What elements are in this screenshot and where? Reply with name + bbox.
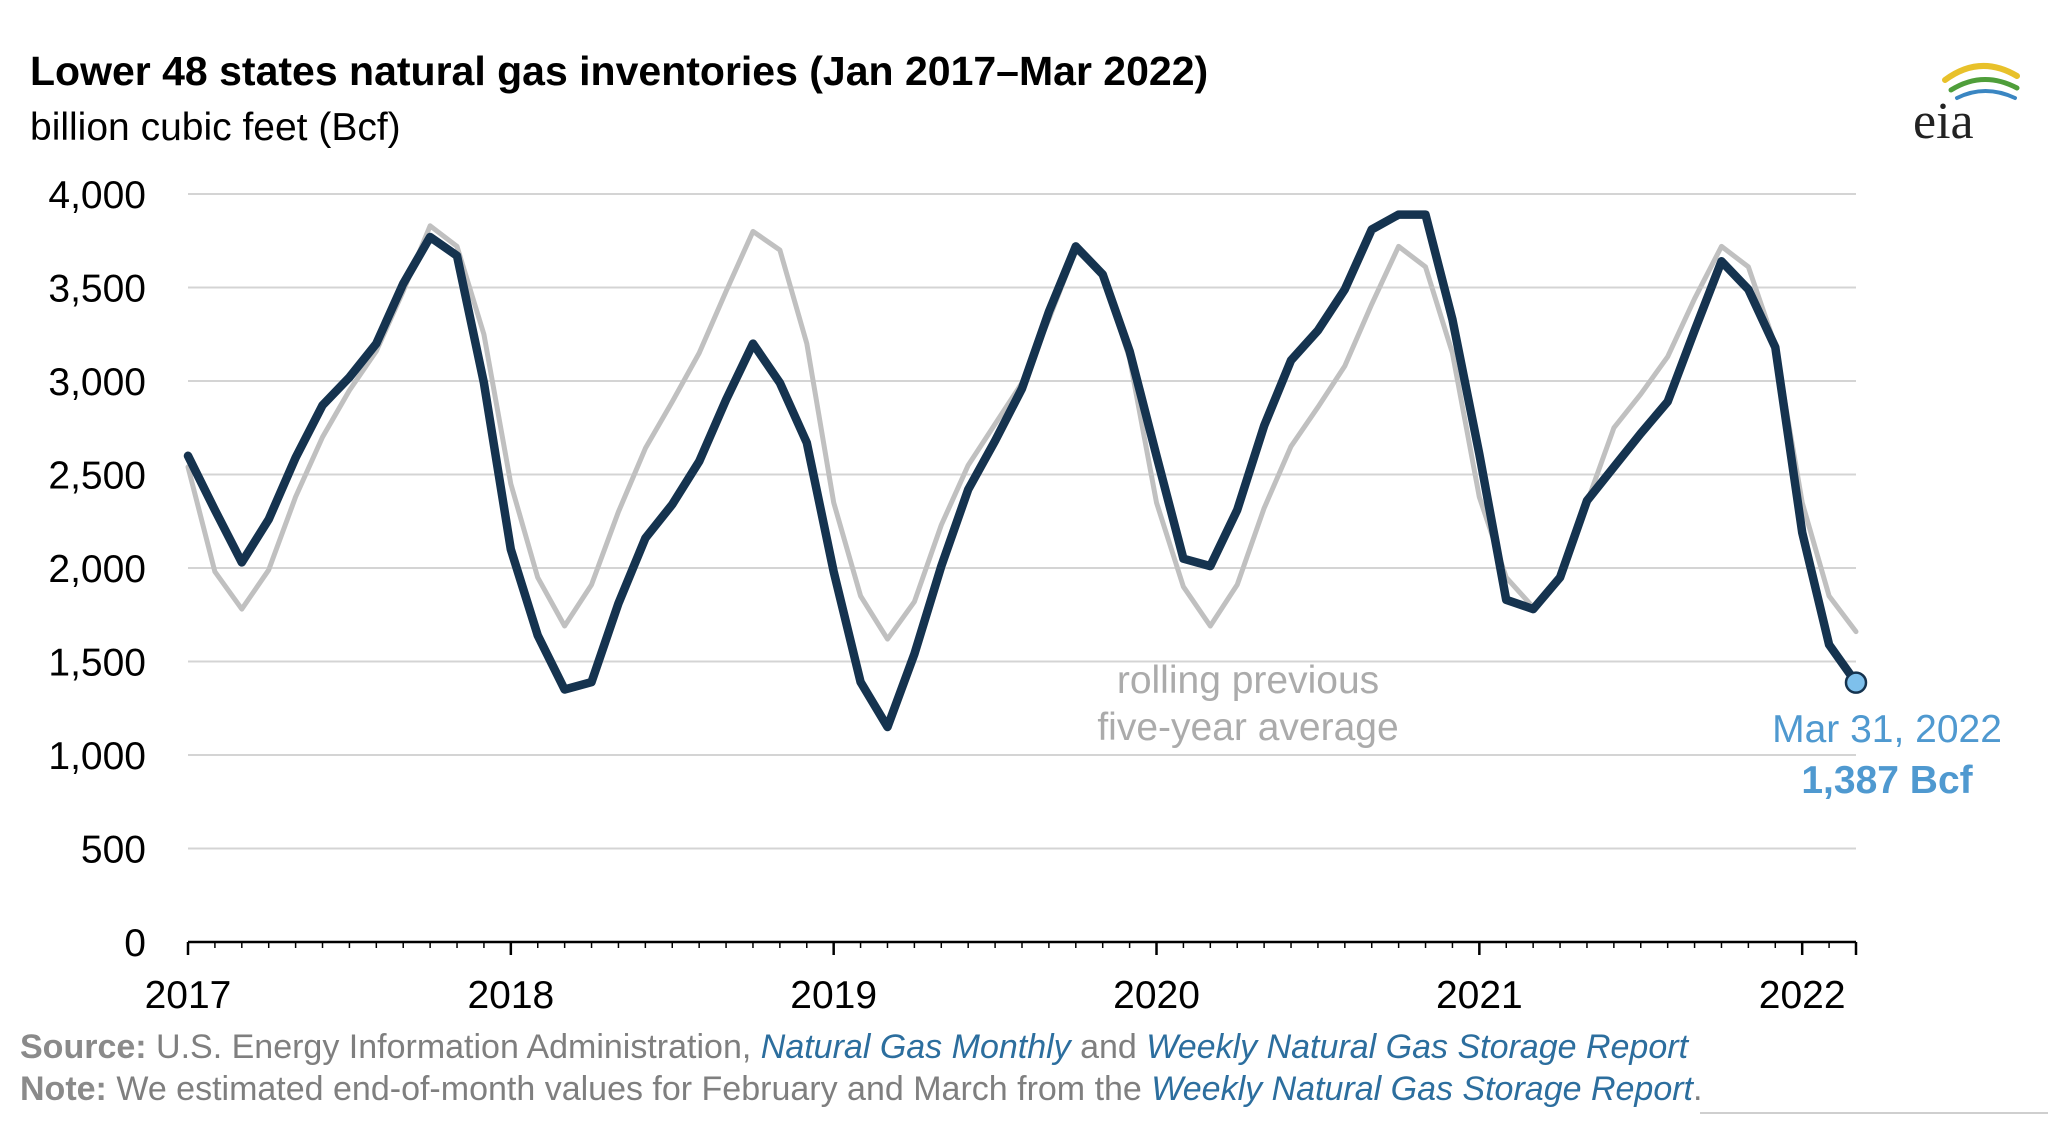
- source-text: U.S. Energy Information Administration,: [146, 1028, 761, 1066]
- y-tick-label-1500: 1,500: [48, 642, 146, 685]
- y-tick-label-4000: 4,000: [48, 174, 146, 217]
- link-weekly-storage-report-note[interactable]: Weekly Natural Gas Storage Report: [1151, 1070, 1694, 1108]
- note-text: We estimated end-of-month values for Feb…: [106, 1070, 1152, 1108]
- series-lines: [183, 210, 1868, 732]
- eia-logo-text: eia: [1913, 93, 1974, 143]
- y-tick-label-3500: 3,500: [48, 268, 146, 311]
- chart-title: Lower 48 states natural gas inventories …: [30, 48, 1209, 94]
- y-tick-label-3000: 3,000: [48, 361, 146, 404]
- eia-logo: eia: [1913, 63, 2020, 143]
- inventories-line: [183, 210, 1861, 732]
- label-five-year-average: five-year average: [1097, 706, 1398, 749]
- latest-point-marker: [1844, 671, 1868, 694]
- x-tick-label-2022: 2022: [1759, 974, 1846, 1017]
- gridlines: [188, 193, 1856, 850]
- y-tick-label-1000: 1,000: [48, 735, 146, 778]
- link-natural-gas-monthly[interactable]: Natural Gas Monthly: [760, 1028, 1071, 1066]
- footer-divider: [1700, 1112, 2048, 1114]
- label-rolling-previous: rolling previous: [1117, 659, 1379, 702]
- source-label: Source:: [20, 1028, 147, 1066]
- label-latest-value: 1,387 Bcf: [1801, 759, 1973, 802]
- eia-logo-arc-blue: [1955, 89, 2017, 100]
- eia-logo-arc-green: [1948, 77, 2020, 93]
- eia-logo-arc-yellow: [1942, 63, 2020, 83]
- link-weekly-storage-report[interactable]: Weekly Natural Gas Storage Report: [1146, 1028, 1689, 1066]
- note-label: Note:: [20, 1070, 107, 1108]
- x-tick-label-2021: 2021: [1436, 974, 1523, 1017]
- y-tick-label-2500: 2,500: [48, 455, 146, 498]
- label-latest-date: Mar 31, 2022: [1772, 708, 2002, 751]
- chart-subtitle: billion cubic feet (Bcf): [30, 106, 401, 149]
- y-axis-ticks: 0 500 1,000 1,500 2,000 2,500 3,000 3,500 4,000: [48, 174, 146, 965]
- source-note: Source: U.S. Energy Information Administ…: [20, 1028, 1688, 1067]
- x-tick-label-2019: 2019: [790, 974, 877, 1017]
- x-axis: 2017 2018 2019 2020 2021 2022: [145, 940, 1858, 1017]
- y-tick-label-2000: 2,000: [48, 548, 146, 591]
- source-and: and: [1070, 1028, 1147, 1066]
- y-tick-label-500: 500: [81, 829, 146, 872]
- note-end: .: [1693, 1070, 1703, 1108]
- x-tick-label-2020: 2020: [1113, 974, 1200, 1017]
- footnote: Note: We estimated end-of-month values f…: [20, 1070, 1702, 1109]
- x-tick-label-2018: 2018: [467, 974, 554, 1017]
- y-tick-label-0: 0: [124, 922, 146, 965]
- x-tick-label-2017: 2017: [145, 974, 232, 1017]
